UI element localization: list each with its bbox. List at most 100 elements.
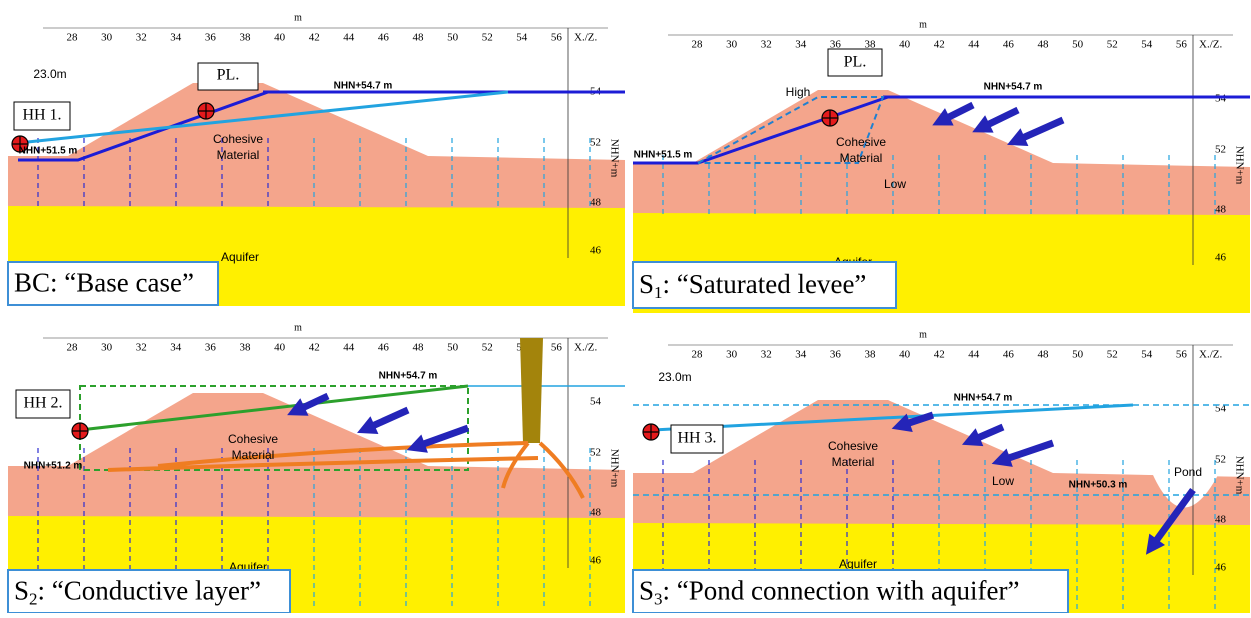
elevation-label: 52 [590,137,601,149]
x-tick-label: 28 [67,32,79,44]
x-tick-label: 56 [551,32,563,44]
annotation: NHN+54.7 m [984,82,1043,93]
x-tick-label: 40 [899,349,911,361]
phreatic-line-seepage [17,90,509,145]
flow-arrow-head [1007,128,1029,146]
annotation: NHN+54.7 m [954,393,1013,404]
caption-box [7,569,291,614]
x-tick-label: 52 [482,342,493,354]
annotation: Low [884,177,906,191]
x-tick-label: 44 [343,342,355,354]
flow-arrow-head [972,115,994,133]
flow-arrow-head [991,448,1013,467]
x-tick-label: 28 [692,39,704,51]
flow-arrow [416,424,470,450]
annotation: PL. [844,54,867,71]
axis-unit: m [919,19,927,30]
panel: m283032343638404244464850525456X./Z.5452… [7,12,625,306]
caption: S2: “Conductive layer” [14,576,261,609]
annotation: NHN+54.7 m [379,371,438,382]
x-tick-label: 56 [551,342,563,354]
x-tick-label: 32 [761,349,772,361]
x-tick-label: 38 [240,342,252,354]
x-tick-label: 54 [516,32,528,44]
axis-unit: m [294,322,302,333]
x-tick-label: 44 [968,349,980,361]
x-tick-label: 30 [101,32,113,44]
levee-body [8,393,625,518]
x-tick-label: 44 [968,39,980,51]
annotation: Aquifer [839,557,877,571]
caption: S1: “Saturated levee” [639,269,866,302]
annotation: NHN+51.5 m [19,146,78,157]
caption-text: : “Conductive layer” [38,576,261,606]
caption-prefix: S [639,576,654,606]
annotation: Aquifer [221,250,259,264]
elevation-axis-label: NHN+m [1233,456,1245,495]
levee-body [633,400,1250,525]
annotation: PL. [217,67,240,84]
x-tick-label: 48 [413,32,425,44]
annotation: Cohesive Material [213,132,263,162]
caption-prefix: S [639,269,654,299]
x-tick-label: 38 [865,39,877,51]
elevation-label: 46 [590,555,602,567]
x-tick-label: 46 [378,32,390,44]
label-box [13,101,71,131]
annotation: NHN+50.3 m [1069,480,1128,491]
elevation-label: 48 [1215,514,1227,526]
x-tick-label: 50 [1072,39,1084,51]
x-tick-label: 46 [1003,349,1015,361]
piezometer-cross [12,136,28,152]
piezometer-cross [72,423,88,439]
elevation-label: 54 [1215,403,1227,415]
label-box [670,424,724,454]
x-tick-label: 52 [1107,349,1118,361]
elevation-label: 46 [590,245,602,257]
piezometer-cross [643,424,659,440]
label-box [15,389,71,419]
x-tick-label: 38 [240,32,252,44]
annotation: HH 1. [22,107,61,124]
elevation-label: 52 [1215,144,1226,156]
caption-subscript: 1 [654,283,663,302]
axis-end-label: X./Z. [1199,39,1222,51]
flow-arrow-head [891,413,913,432]
label-box [827,48,883,77]
elevation-axis-label: NHN+m [608,449,620,488]
annotation: NHN+51.5 m [634,150,693,161]
caption-text: : “Pond connection with aquifer” [663,576,1020,606]
roots [107,441,585,499]
x-tick-label: 40 [274,32,286,44]
caption-box [632,261,897,309]
tree-trunk [520,338,543,443]
x-tick-label: 34 [795,39,807,51]
elevation-axis-label: NHN+m [1233,146,1245,185]
elevation-label: 54 [590,396,602,408]
axis-unit: m [294,12,302,23]
x-tick-label: 42 [309,342,320,354]
x-tick-label: 52 [482,32,493,44]
axis-end-label: X./Z. [1199,349,1222,361]
caption-subscript: 2 [29,589,38,608]
annotation: High [786,85,811,99]
flow-arrow [1001,439,1055,464]
flow-arrow [1150,487,1196,548]
elevation-label: 48 [590,507,602,519]
x-tick-label: 48 [1038,349,1050,361]
x-tick-label: 42 [309,32,320,44]
levee-body [633,90,1250,215]
x-tick-label: 36 [205,342,217,354]
elevation-axis-label: NHN+m [608,139,620,178]
axis-end-label: X./Z. [574,32,597,44]
x-tick-label: 32 [136,342,147,354]
caption: S3: “Pond connection with aquifer” [639,576,1019,609]
x-tick-label: 30 [726,39,738,51]
flow-arrow-head [961,428,984,447]
caption-text: BC: “Base case” [14,268,194,298]
annotation: Cohesive Material [836,135,886,165]
x-tick-label: 50 [447,342,459,354]
x-tick-label: 36 [205,32,217,44]
